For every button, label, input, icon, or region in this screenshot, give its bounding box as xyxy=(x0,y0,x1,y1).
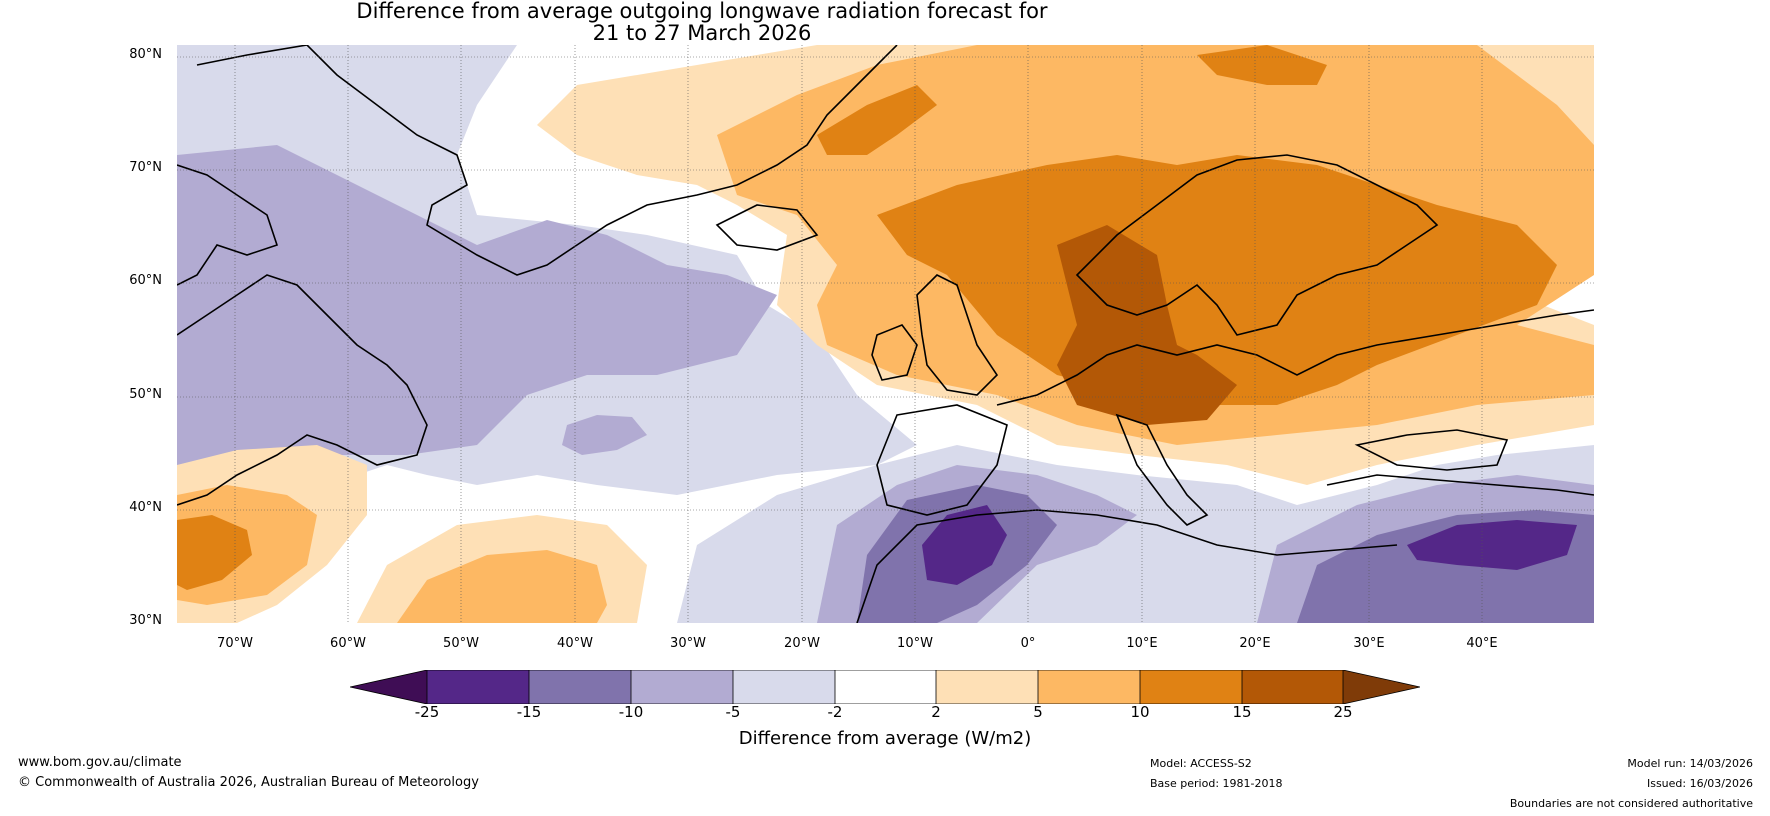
lon-label-10e: 10°E xyxy=(1126,636,1158,651)
colorbar-bin-5-10 xyxy=(1038,670,1140,704)
footer-base-period: Base period: 1981-2018 xyxy=(1150,777,1283,790)
coastline-north-africa xyxy=(856,509,1398,623)
anomaly-region-pos5-10-sw3 xyxy=(397,550,607,623)
colorbar-bin-neg15-neg10 xyxy=(529,670,631,704)
colorbar-tick-label: 25 xyxy=(1333,703,1353,721)
anomaly-region-neg15-25-east xyxy=(1407,520,1577,570)
lon-label-40w: 40°W xyxy=(557,636,593,651)
colorbar-tick-label: -10 xyxy=(618,703,644,721)
anomaly-region-pos10-15 xyxy=(877,155,1557,405)
colorbar-tick-label: -5 xyxy=(725,703,741,721)
lat-label-30n: 30°N xyxy=(129,613,162,628)
lon-label-0: 0° xyxy=(1020,636,1036,651)
coastline-greenland xyxy=(196,45,898,276)
lon-label-50w: 50°W xyxy=(443,636,479,651)
footer-copyright: © Commonwealth of Australia 2026, Austra… xyxy=(18,775,479,790)
anomaly-region-neg5-10-west xyxy=(177,145,777,465)
footer-website: www.bom.gov.au/climate xyxy=(18,755,182,770)
anomaly-region-neg5-10-patch xyxy=(562,415,647,455)
coastline-britain xyxy=(916,274,999,396)
colorbar-tick-label: -25 xyxy=(414,703,440,721)
lon-label-20w: 20°W xyxy=(784,636,820,651)
lat-label-80n: 80°N xyxy=(129,47,162,62)
colorbar-bin-neg5-neg2 xyxy=(733,670,835,704)
olr-anomaly-map xyxy=(177,45,1594,623)
colorbar-bin-15-25 xyxy=(1242,670,1343,704)
lat-label-70n: 70°N xyxy=(129,160,162,175)
anomaly-region-pos15-25 xyxy=(1057,225,1237,425)
colorbar-title: Difference from average (W/m2) xyxy=(738,728,1032,749)
lon-label-30e: 30°E xyxy=(1353,636,1385,651)
graticule xyxy=(177,45,1594,623)
coastline-italy xyxy=(1115,413,1209,526)
colorbar-tick-label: -2 xyxy=(827,703,843,721)
coastline-europe xyxy=(996,309,1594,406)
coastline-iceland xyxy=(715,204,819,251)
lon-label-40e: 40°E xyxy=(1466,636,1498,651)
lon-label-70w: 70°W xyxy=(217,636,253,651)
colorbar-bin-neg10-neg5 xyxy=(631,670,733,704)
lon-label-60w: 60°W xyxy=(330,636,366,651)
colorbar-extend-low xyxy=(350,670,427,704)
colorbar-bin-2-5 xyxy=(936,670,1038,704)
footer-model-run: Model run: 14/03/2026 xyxy=(1627,757,1753,770)
colorbar-tick-label: 10 xyxy=(1130,703,1150,721)
colorbar-bin-10-15 xyxy=(1140,670,1242,704)
colorbar-bin-neg2-2 xyxy=(835,670,936,704)
colorbar-tick-label: 2 xyxy=(931,703,941,721)
lat-label-50n: 50°N xyxy=(129,387,162,402)
colorbar-extend-high xyxy=(1343,670,1420,704)
coastline-baffin xyxy=(177,164,279,286)
coastline-iberia xyxy=(876,404,1008,516)
coastline-labrador xyxy=(177,274,428,506)
colorbar xyxy=(350,670,1420,704)
chart-title-line1: Difference from average outgoing longwav… xyxy=(356,0,1048,23)
coastlines xyxy=(177,45,1594,623)
lat-label-60n: 60°N xyxy=(129,273,162,288)
anomaly-region-pos10-15-sw2 xyxy=(177,515,252,590)
colorbar-tick-label: 15 xyxy=(1232,703,1252,721)
lon-label-20e: 20°E xyxy=(1239,636,1271,651)
coastline-turkey xyxy=(1326,474,1594,496)
lat-label-40n: 40°N xyxy=(129,500,162,515)
colorbar-dividers xyxy=(426,670,1344,704)
footer-disclaimer: Boundaries are not considered authoritat… xyxy=(1509,797,1753,810)
colorbar-tick-label: 5 xyxy=(1033,703,1043,721)
anomaly-region-pos10-15-north xyxy=(817,45,1327,155)
colorbar-tick-label: -15 xyxy=(516,703,542,721)
colorbar-bin-neg25-neg15 xyxy=(427,670,529,704)
coastline-black-sea xyxy=(1354,429,1509,471)
chart-title-line2: 21 to 27 March 2026 xyxy=(592,21,812,45)
coastline-ireland xyxy=(871,324,918,381)
anomaly-region-neg15-25-iberia xyxy=(922,505,1007,585)
footer-model: Model: ACCESS-S2 xyxy=(1150,757,1252,770)
footer-issued: Issued: 16/03/2026 xyxy=(1646,777,1753,790)
lon-label-10w: 10°W xyxy=(897,636,933,651)
lon-label-30w: 30°W xyxy=(670,636,706,651)
coastline-scandinavia xyxy=(1075,154,1439,336)
